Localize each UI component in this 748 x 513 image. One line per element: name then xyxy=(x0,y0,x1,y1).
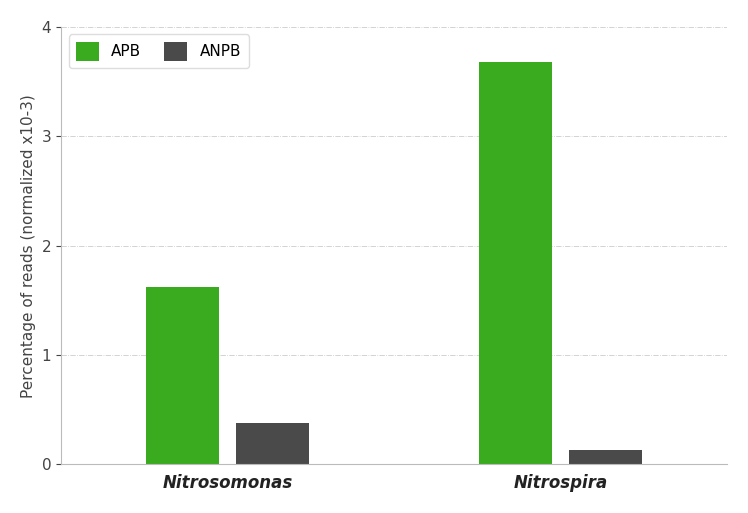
Bar xyxy=(479,62,552,464)
Bar xyxy=(569,450,643,464)
Bar xyxy=(146,287,219,464)
Y-axis label: Percentage of reads (normalized x10-3): Percentage of reads (normalized x10-3) xyxy=(21,94,36,398)
Legend: APB, ANPB: APB, ANPB xyxy=(69,34,248,68)
Bar xyxy=(236,423,309,464)
